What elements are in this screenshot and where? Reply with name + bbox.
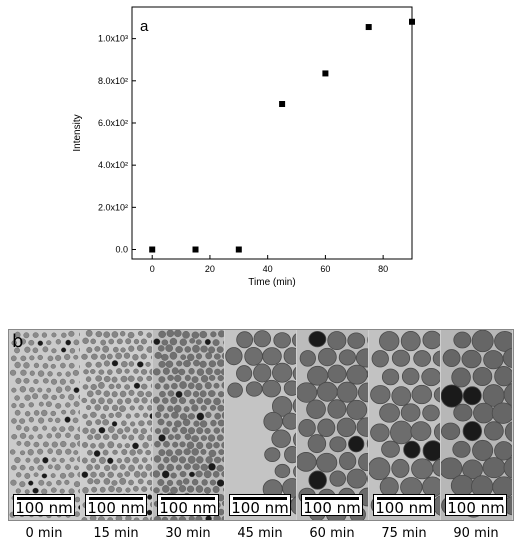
x-tick-label: 80 bbox=[378, 264, 388, 274]
scale-bar-label: 100 nm bbox=[87, 499, 145, 517]
data-point bbox=[365, 24, 372, 31]
tem-micrograph bbox=[81, 330, 152, 520]
tem-image: 100 nm bbox=[225, 330, 296, 520]
time-label: 60 min bbox=[309, 526, 355, 541]
data-point bbox=[192, 246, 199, 253]
tem-image: 100 nm bbox=[153, 330, 224, 520]
data-point bbox=[149, 246, 156, 253]
time-label: 45 min bbox=[237, 526, 283, 541]
scale-bar-line bbox=[449, 497, 503, 500]
time-label: 30 min bbox=[165, 526, 211, 541]
scale-bar-label: 100 nm bbox=[375, 499, 433, 517]
scale-bar-label: 100 nm bbox=[231, 499, 289, 517]
x-tick-label: 0 bbox=[150, 264, 155, 274]
scale-bar: 100 nm bbox=[157, 494, 219, 516]
y-tick-label: 2.0x10² bbox=[98, 202, 128, 212]
tem-image: 100 nm bbox=[441, 330, 512, 520]
y-tick-label: 4.0x10² bbox=[98, 160, 128, 170]
tem-micrograph bbox=[153, 330, 224, 520]
tem-micrograph bbox=[369, 330, 440, 520]
tem-micrograph bbox=[9, 330, 80, 520]
scale-bar: 100 nm bbox=[301, 494, 363, 516]
tem-micrograph bbox=[297, 330, 368, 520]
scale-bar-label: 100 nm bbox=[447, 499, 505, 517]
time-label: 90 min bbox=[453, 526, 499, 541]
time-label: 75 min bbox=[381, 526, 427, 541]
plot-frame bbox=[131, 6, 413, 260]
panel-label-a: a bbox=[140, 18, 149, 35]
x-tick-label: 40 bbox=[263, 264, 273, 274]
scale-bar-line bbox=[233, 497, 287, 500]
tem-image: 100 nm bbox=[9, 330, 80, 520]
tem-image: 100 nm bbox=[369, 330, 440, 520]
scale-bar-label: 100 nm bbox=[159, 499, 217, 517]
scale-bar-line bbox=[377, 497, 431, 500]
chart-panel-a: a 0 20 40 60 80 0.0 2.0x10² 4.0x10² 6.0x10² 8.0x… bbox=[72, 6, 415, 288]
scale-bar-label: 100 nm bbox=[15, 499, 73, 517]
scale-bar-line bbox=[89, 497, 143, 500]
time-label: 15 min bbox=[93, 526, 139, 541]
scale-bar-line bbox=[305, 497, 359, 500]
data-point bbox=[235, 246, 242, 253]
y-tick-label: 6.0x10² bbox=[98, 118, 128, 128]
y-tick-label: 0.0 bbox=[115, 245, 128, 255]
data-point bbox=[409, 18, 415, 25]
panel-label-b: b bbox=[12, 331, 24, 352]
tem-image: 100 nm bbox=[297, 330, 368, 520]
scale-bar: 100 nm bbox=[445, 494, 507, 516]
scale-bar: 100 nm bbox=[373, 494, 435, 516]
data-point bbox=[279, 101, 286, 108]
tem-micrograph bbox=[441, 330, 512, 520]
y-axis-label: Intensity bbox=[72, 114, 83, 151]
scale-bar-label: 100 nm bbox=[303, 499, 361, 517]
tem-image: 100 nm bbox=[81, 330, 152, 520]
scale-bar: 100 nm bbox=[13, 494, 75, 516]
scale-bar-line bbox=[17, 497, 71, 500]
data-point bbox=[322, 70, 329, 77]
y-tick-label: 1.0x10³ bbox=[98, 34, 128, 44]
x-tick-label: 20 bbox=[205, 264, 215, 274]
x-tick-label: 60 bbox=[320, 264, 330, 274]
tem-micrograph bbox=[225, 330, 296, 520]
x-axis-label: Time (min) bbox=[248, 277, 295, 288]
scale-bar-line bbox=[161, 497, 215, 500]
y-tick-label: 8.0x10² bbox=[98, 76, 128, 86]
tem-image-strip: 100 nm 100 nm 100 nm 100 nm 100 nm 100 nm 100 … bbox=[8, 329, 514, 521]
scale-bar: 100 nm bbox=[85, 494, 147, 516]
time-label: 0 min bbox=[25, 526, 63, 541]
scale-bar: 100 nm bbox=[229, 494, 291, 516]
